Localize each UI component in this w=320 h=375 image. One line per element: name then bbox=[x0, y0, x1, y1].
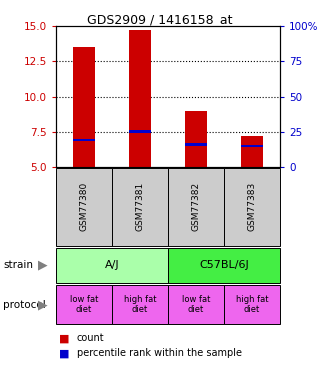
Text: ■: ■ bbox=[59, 333, 70, 343]
Bar bbox=[241, 144, 263, 147]
Bar bbox=[73, 47, 95, 167]
Text: strain: strain bbox=[3, 260, 33, 270]
Text: low fat
diet: low fat diet bbox=[70, 295, 98, 314]
Text: low fat
diet: low fat diet bbox=[182, 295, 210, 314]
Bar bbox=[168, 168, 224, 246]
Text: GSM77383: GSM77383 bbox=[247, 182, 257, 231]
Text: A/J: A/J bbox=[105, 260, 119, 270]
Bar bbox=[56, 168, 112, 246]
Text: high fat
diet: high fat diet bbox=[124, 295, 156, 314]
Text: ▶: ▶ bbox=[38, 298, 48, 311]
Text: GSM77380: GSM77380 bbox=[79, 182, 89, 231]
Bar bbox=[56, 285, 112, 324]
Bar bbox=[185, 111, 207, 167]
Text: GSM77382: GSM77382 bbox=[191, 182, 201, 231]
Text: high fat
diet: high fat diet bbox=[236, 295, 268, 314]
Bar bbox=[56, 248, 168, 283]
Bar bbox=[185, 143, 207, 146]
Text: ■: ■ bbox=[59, 348, 70, 358]
Bar bbox=[224, 168, 280, 246]
Text: C57BL/6J: C57BL/6J bbox=[199, 260, 249, 270]
Text: count: count bbox=[77, 333, 104, 343]
Bar bbox=[73, 139, 95, 141]
Text: ▶: ▶ bbox=[38, 259, 48, 272]
Bar bbox=[112, 168, 168, 246]
Bar bbox=[129, 130, 151, 133]
Bar bbox=[168, 285, 224, 324]
Text: GSM77381: GSM77381 bbox=[135, 182, 145, 231]
Text: protocol: protocol bbox=[3, 300, 46, 310]
Bar bbox=[168, 248, 280, 283]
Text: percentile rank within the sample: percentile rank within the sample bbox=[77, 348, 242, 358]
Bar bbox=[112, 285, 168, 324]
Text: GDS2909 / 1416158_at: GDS2909 / 1416158_at bbox=[87, 13, 233, 26]
Bar bbox=[129, 30, 151, 167]
Bar bbox=[241, 136, 263, 167]
Bar bbox=[224, 285, 280, 324]
